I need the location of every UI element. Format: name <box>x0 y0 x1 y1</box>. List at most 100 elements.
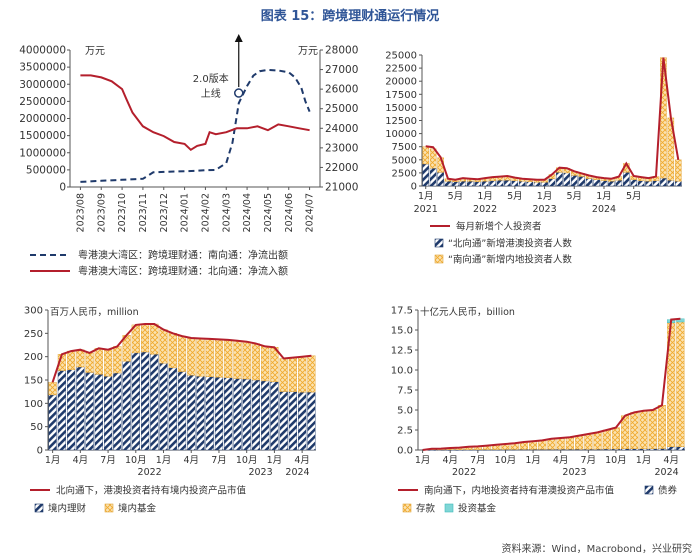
c2-y-tick-label: 15000 <box>385 103 417 114</box>
c2-bar-0-10 <box>496 179 504 187</box>
c3-bar-0-24 <box>270 381 279 451</box>
c4-bar-0-27 <box>667 446 676 451</box>
c1-right-tick-label: 26000 <box>325 84 358 96</box>
c3-bar-1-0 <box>48 382 57 396</box>
c3-bar-0-20 <box>233 378 242 451</box>
c4-legend-swatch-2 <box>402 503 412 513</box>
c4-y-tick-label: 12.5 <box>391 346 413 357</box>
c2-bar-0-5 <box>459 181 467 187</box>
c2-bar-0-30 <box>645 181 652 187</box>
c2-bar-0-23 <box>593 179 600 187</box>
c2-bar-0-25 <box>608 181 615 187</box>
c3-bar-0-13 <box>168 367 177 451</box>
c2-bar-0-18 <box>556 172 563 187</box>
c4-x-tick-label: 1月 <box>525 455 541 466</box>
c2-bar-0-11 <box>504 179 511 187</box>
c3-bar-1-7 <box>113 346 122 374</box>
c3-bar-0-23 <box>261 380 270 451</box>
c2-bar-0-31 <box>652 180 660 187</box>
c3-bar-0-19 <box>224 377 233 451</box>
c3-y-tick-label: 0 <box>37 446 43 457</box>
c2-x-tick-label: 5月 <box>507 191 523 202</box>
c2-bar-0-15 <box>533 182 541 187</box>
c3-bar-0-11 <box>150 354 159 451</box>
c2-x-tick-label: 5月 <box>448 191 464 202</box>
c3-bar-0-14 <box>177 371 187 451</box>
c3-bar-1-24 <box>270 347 279 382</box>
c3-legend-swatch-1 <box>34 503 44 513</box>
c1-annotation-arrowhead <box>234 34 243 42</box>
c3-legend-label-0: 北向通下，港澳投资者持有境内投资产品市值 <box>56 485 247 497</box>
c3-bar-0-28 <box>307 391 316 451</box>
c4-legend-swatch-3 <box>444 503 454 513</box>
c2-legend-swatch-1 <box>434 238 444 248</box>
c1-left-tick-label: 2500000 <box>19 96 66 108</box>
c2-x-tick-label: 1月 <box>596 191 612 202</box>
c4-x-tick-label: 7月 <box>581 455 597 466</box>
c1-left-tick-label: 3500000 <box>19 62 66 74</box>
c3-bar-1-15 <box>187 337 196 376</box>
c3-x-tick-label: 4月 <box>73 455 89 466</box>
c2-bar-0-9 <box>489 180 496 187</box>
c2-bar-0-14 <box>526 181 533 187</box>
c3-x-tick-label: 4月 <box>183 455 199 466</box>
c2-bar-0-34 <box>675 181 682 187</box>
c3-legend-label-1: 境内理财 <box>48 503 87 515</box>
c3-unit: 百万人民币，million <box>50 307 139 318</box>
c3-bar-1-3 <box>76 349 85 368</box>
c3-bar-1-18 <box>214 339 224 378</box>
c1-annotation-text-1: 2.0版本 <box>193 72 229 85</box>
c2-bar-0-13 <box>519 181 526 187</box>
c4-bar-1-24 <box>639 410 648 449</box>
c4-x-tick-label: 4月 <box>442 455 458 466</box>
c4-y-tick-label: 5.0 <box>397 406 413 417</box>
c2-bar-0-2 <box>437 172 444 187</box>
c1-right-tick-label: 22000 <box>325 162 358 174</box>
c1-left-tick-label: 500000 <box>26 164 66 176</box>
c2-y-tick-label: 20000 <box>385 77 417 88</box>
c2-bar-0-3 <box>444 181 452 187</box>
c1-annotation-text-2: 上线 <box>201 87 221 100</box>
c4-x-tick-label: 10月 <box>605 455 627 466</box>
c3-bar-0-27 <box>298 391 307 451</box>
c1-x-tick-label: 2024/04 <box>242 193 253 232</box>
c2-x-tick-label: 5月 <box>567 191 583 202</box>
c2-x-tick-label: 1月 <box>537 191 553 202</box>
c3-y-tick-label: 150 <box>24 376 43 387</box>
c3-legend-swatch-2 <box>104 503 114 513</box>
c3-bar-1-14 <box>177 335 187 372</box>
c3-x-tick-label: 7月 <box>211 455 227 466</box>
c4-x-tick-label: 7月 <box>470 455 486 466</box>
c2-bar-0-26 <box>615 179 623 187</box>
c3-year-label: 2023 <box>248 467 272 478</box>
c1-x-tick-label: 2023/10 <box>117 193 128 232</box>
c2-legend-swatch-2 <box>434 254 444 264</box>
c3-y-tick-label: 100 <box>24 399 43 410</box>
c1-x-tick-label: 2024/07 <box>305 193 316 232</box>
c1-left-tick-label: 3000000 <box>19 79 66 91</box>
c3-bar-1-6 <box>103 349 113 377</box>
c3-bar-0-25 <box>279 391 288 451</box>
c3-bar-0-22 <box>251 379 261 451</box>
c2-bar-0-6 <box>467 181 474 187</box>
c4-unit: 十亿元人民币，billion <box>420 306 515 318</box>
c3-bar-1-19 <box>224 339 233 378</box>
source-note: 资料来源：Wind，Macrobond，兴业研究 <box>501 544 692 555</box>
c1-annotation-marker <box>234 88 244 98</box>
c2-year-label: 2024 <box>592 204 616 215</box>
c4-bar-1-15 <box>556 437 565 450</box>
c1-left-tick-label: 2000000 <box>19 113 66 125</box>
c3-bar-1-22 <box>251 343 261 381</box>
c1-x-tick-label: 2024/05 <box>263 193 274 232</box>
c3-bar-1-26 <box>288 357 298 392</box>
c2-bar-0-20 <box>571 175 578 187</box>
c1-series-0 <box>80 68 311 183</box>
c2-bar-0-27 <box>623 172 630 187</box>
c4-bar-1-25 <box>648 409 657 449</box>
c4-y-tick-label: 0.0 <box>397 446 413 457</box>
c2-bar-0-17 <box>548 178 556 187</box>
c3-bar-0-12 <box>159 363 168 451</box>
c3-bar-0-26 <box>288 391 298 451</box>
c4-bar-1-26 <box>657 405 666 449</box>
c3-bar-1-17 <box>205 338 214 377</box>
